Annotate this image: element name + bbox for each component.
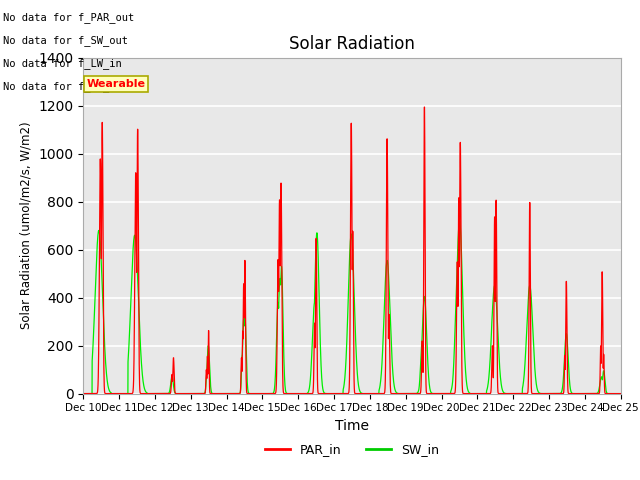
SW_in — [332, 391, 340, 396]
Line: PAR_in: PAR_in — [83, 107, 621, 394]
PAR_in — [332, 391, 340, 396]
Text: No data for f_LW_out: No data for f_LW_out — [3, 81, 128, 92]
PAR_in — [503, 391, 511, 396]
X-axis label: Time: Time — [335, 419, 369, 433]
Text: No data for f_LW_in: No data for f_LW_in — [3, 58, 122, 69]
Y-axis label: Solar Radiation (umol/m2/s, W/m2): Solar Radiation (umol/m2/s, W/m2) — [20, 122, 33, 329]
SW_in — [176, 391, 184, 396]
Line: SW_in: SW_in — [83, 221, 621, 394]
SW_in — [617, 391, 625, 396]
SW_in — [472, 391, 480, 396]
Text: No data for f_PAR_out: No data for f_PAR_out — [3, 12, 134, 23]
SW_in — [503, 391, 511, 396]
PAR_in — [443, 391, 451, 396]
SW_in — [443, 391, 451, 396]
SW_in — [616, 391, 624, 396]
PAR_in — [616, 391, 624, 396]
SW_in — [456, 218, 463, 224]
Text: Wearable: Wearable — [86, 79, 145, 89]
PAR_in — [176, 391, 184, 396]
Legend: PAR_in, SW_in: PAR_in, SW_in — [260, 438, 444, 461]
PAR_in — [617, 391, 625, 396]
PAR_in — [420, 104, 428, 110]
PAR_in — [472, 391, 480, 396]
SW_in — [79, 391, 87, 396]
Text: No data for f_SW_out: No data for f_SW_out — [3, 35, 128, 46]
Title: Solar Radiation: Solar Radiation — [289, 35, 415, 53]
PAR_in — [79, 391, 87, 396]
